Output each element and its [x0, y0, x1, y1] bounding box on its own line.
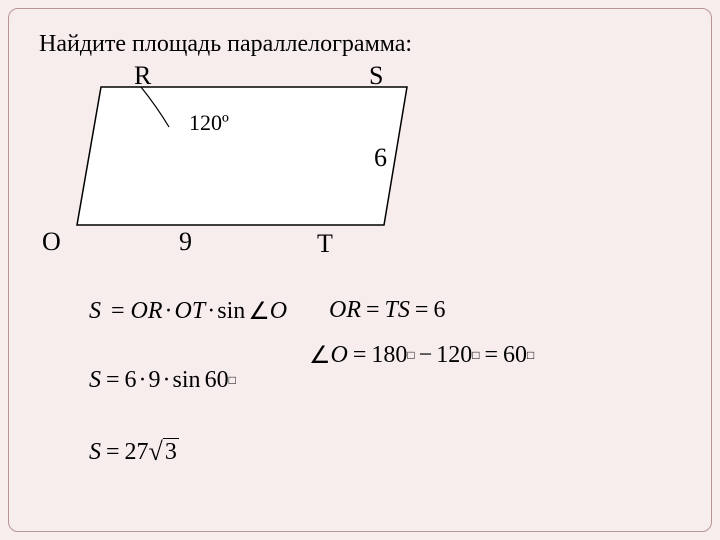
sym-eq: = [484, 342, 498, 369]
sym-O: O [331, 342, 348, 369]
parallelogram-svg [39, 65, 419, 255]
val-60: 60 [205, 367, 229, 394]
formula-angle-calc: ∠ O = 180 □ − 120 □ = 60 □ [309, 341, 534, 370]
sym-dot: · [165, 298, 173, 325]
sym-dot: · [207, 298, 215, 325]
sym-dot: · [163, 367, 171, 394]
sym-angle: ∠ [309, 341, 331, 370]
sym-eq: = [106, 439, 120, 466]
sym-sin: sin [217, 298, 245, 325]
sqrt-arg: 3 [163, 438, 179, 466]
vertex-S: S [369, 61, 383, 91]
formula-sides-equal: OR = TS = 6 [329, 297, 445, 324]
vertex-T: T [317, 229, 333, 259]
val-60: 60 [503, 342, 527, 369]
val-6: 6 [433, 297, 445, 324]
val-6: 6 [125, 367, 137, 394]
sym-O: O [270, 298, 287, 325]
sym-sin: sin [173, 367, 201, 394]
sym-S: S [89, 439, 101, 466]
formula-area-general: S = OR · OT · sin ∠ O [89, 297, 287, 326]
sym-eq: = [111, 298, 125, 325]
degree-box: □ [472, 348, 479, 363]
sqrt-icon: √ [149, 437, 163, 467]
sym-eq: = [415, 297, 429, 324]
sym-S: S [89, 298, 101, 325]
sym-angle: ∠ [248, 297, 270, 326]
parallelogram-shape [77, 87, 407, 225]
sym-minus: − [419, 342, 433, 369]
problem-title: Найдите площадь параллелограмма: [39, 31, 412, 58]
degree-box: □ [407, 348, 414, 363]
sym-eq: = [366, 297, 380, 324]
degree-box: □ [229, 373, 236, 388]
sym-S: S [89, 367, 101, 394]
side-OT-label: 9 [179, 227, 192, 257]
val-180: 180 [371, 342, 407, 369]
val-9: 9 [149, 367, 161, 394]
sym-OR: OR [329, 297, 361, 324]
val-27: 27 [125, 439, 149, 466]
parallelogram-diagram: R S T O 120º 6 9 [39, 65, 419, 255]
vertex-R: R [134, 61, 151, 91]
sym-OR: OR [131, 298, 163, 325]
formula-area-subst: S = 6 · 9 · sin 60 □ [89, 367, 236, 394]
angle-label: 120º [189, 110, 229, 136]
sym-OT: OT [175, 298, 206, 325]
sym-dot: · [139, 367, 147, 394]
val-120: 120 [436, 342, 472, 369]
sym-eq: = [106, 367, 120, 394]
side-ST-label: 6 [374, 143, 387, 173]
vertex-O: O [42, 227, 61, 257]
sym-TS: TS [385, 297, 410, 324]
formula-area-result: S = 27 √ 3 [89, 437, 179, 467]
degree-box: □ [527, 348, 534, 363]
sym-eq: = [353, 342, 367, 369]
